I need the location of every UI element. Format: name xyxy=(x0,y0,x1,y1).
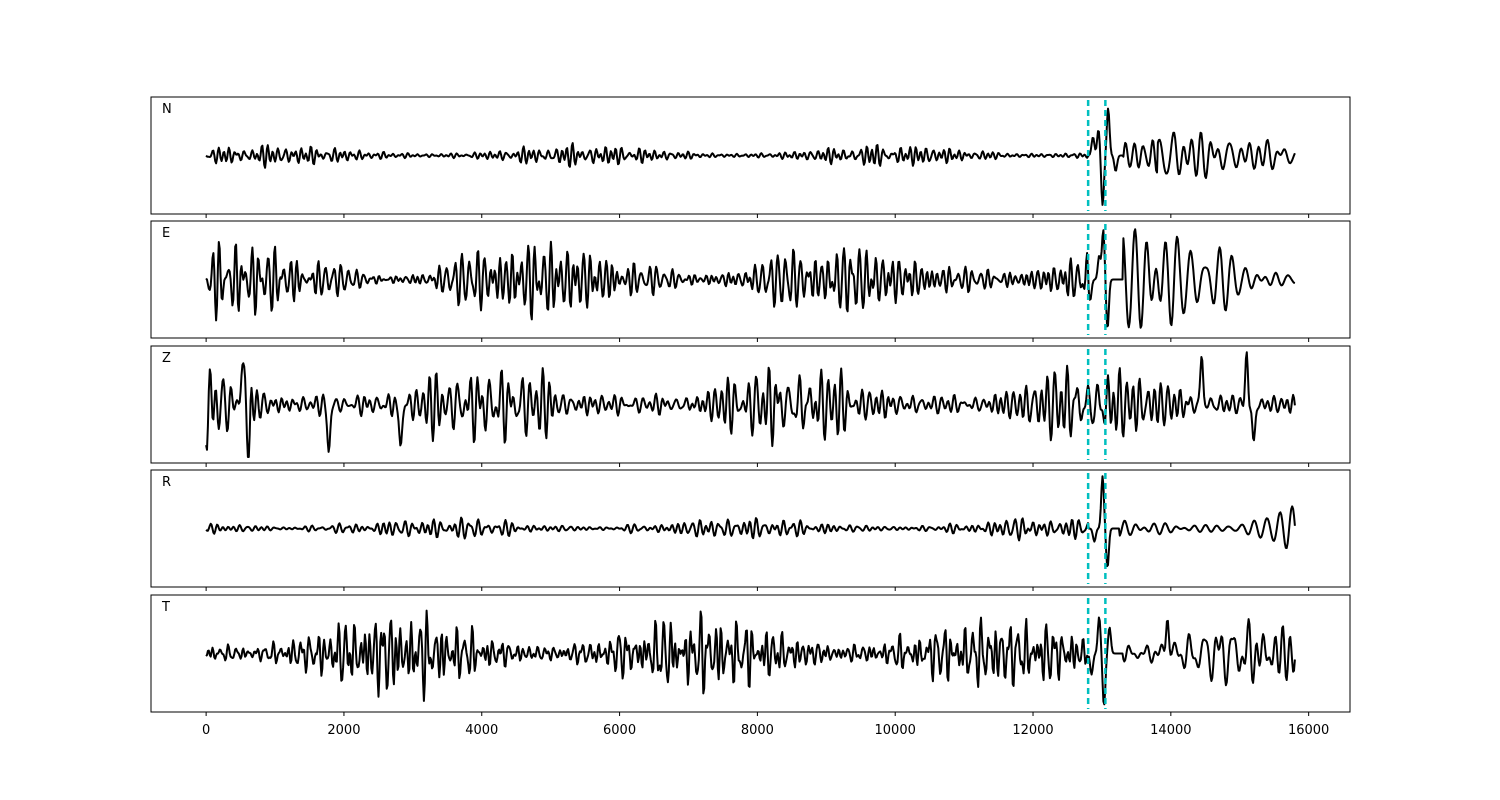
waveform-trace xyxy=(205,475,1296,568)
x-axis: 0 2000 4000 6000 8000 10000 12000 14000 16000 xyxy=(202,723,1329,738)
waveform-trace xyxy=(205,609,1296,706)
x-tick-label: 8000 xyxy=(741,723,774,738)
channel-panel-e: E xyxy=(150,220,1351,342)
channel-label: N xyxy=(162,102,172,117)
channel-panel-r: R xyxy=(150,469,1351,591)
channel-label: T xyxy=(161,600,170,615)
channel-panel-n: N xyxy=(150,96,1351,218)
waveform-trace xyxy=(205,107,1296,206)
x-tick-label: 10000 xyxy=(875,723,916,738)
x-tick-label: 16000 xyxy=(1288,723,1329,738)
channel-label: R xyxy=(162,475,171,490)
x-tick-label: 12000 xyxy=(1012,723,1053,738)
channel-panel-z: Z xyxy=(150,345,1351,467)
x-tick-label: 0 xyxy=(202,723,210,738)
channel-label: Z xyxy=(162,351,171,366)
waveform-trace xyxy=(205,351,1296,458)
x-tick-label: 4000 xyxy=(465,723,498,738)
channel-panel-t: T xyxy=(150,594,1351,716)
x-tick-label: 2000 xyxy=(327,723,360,738)
channel-panels: N E Z R T xyxy=(150,96,1351,716)
waveform-trace xyxy=(205,228,1296,329)
channel-label: E xyxy=(162,226,170,241)
x-tick-label: 14000 xyxy=(1150,723,1191,738)
x-tick-label: 6000 xyxy=(603,723,636,738)
